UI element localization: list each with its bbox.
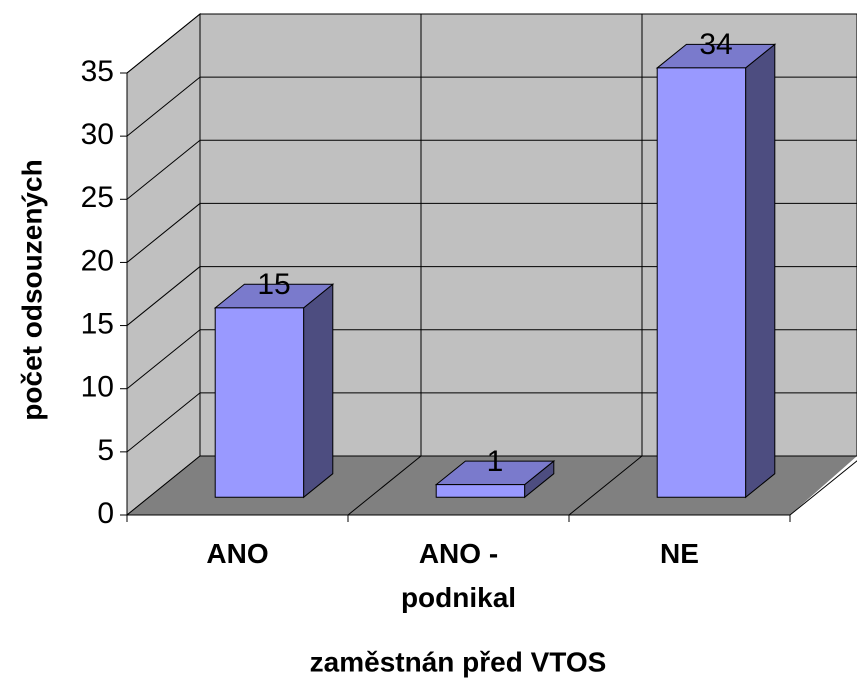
grid-line [126,392,201,453]
y-tick-label: 30 [81,118,114,151]
x-axis-title: zaměstnán před VTOS [310,646,607,677]
floor-line [789,460,857,516]
y-axis-title: počet odsouzených [16,159,47,420]
value-label: 34 [699,28,732,61]
x-tick-label: NE [660,538,699,569]
grid-line [126,203,201,263]
grid-line [126,455,201,516]
floor-line [347,455,422,516]
grid-line [126,13,201,74]
bars: 15 1 34 [213,28,777,499]
bar-side [303,283,334,499]
grid-line [126,76,201,137]
y-tick-label: 10 [81,371,114,404]
grid-line [126,139,201,200]
y-tick-label: 15 [81,307,114,340]
bar [435,484,526,498]
floor-line [568,455,643,516]
value-label: 1 [487,445,504,478]
y-tick-label: 0 [97,497,114,530]
x-tick-label: ANO - podnikal [400,538,517,613]
x-tick-label: ANO [206,538,269,569]
y-tick-label: 35 [81,55,114,88]
side-wall [126,12,201,517]
value-label: 15 [257,268,290,301]
grid-line [126,266,201,326]
bar-side [745,43,776,499]
y-tick-label: 20 [81,244,114,277]
bar [656,67,747,498]
y-tick-label: 5 [97,434,114,467]
bar [214,307,305,498]
y-tick-label: 25 [81,181,114,214]
grid-line [126,329,201,390]
